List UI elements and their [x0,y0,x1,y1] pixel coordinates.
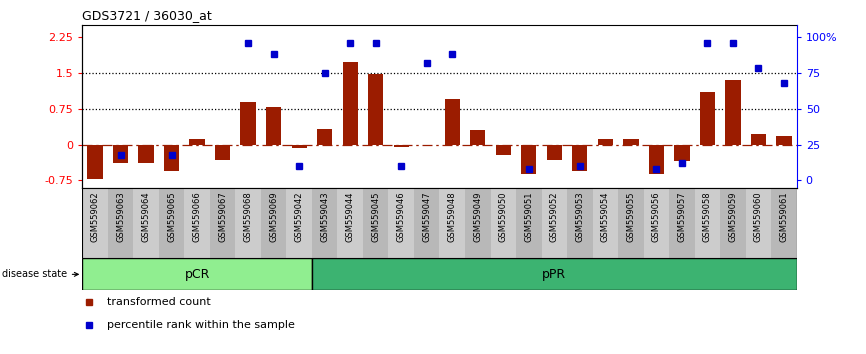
Text: GSM559054: GSM559054 [601,191,610,242]
Text: GSM559061: GSM559061 [779,191,788,242]
Bar [210,188,236,258]
Bar [776,136,792,144]
Bar [669,188,695,258]
Text: GSM559047: GSM559047 [423,191,431,242]
Bar [389,188,414,258]
Bar [266,107,281,144]
Text: GSM559044: GSM559044 [346,191,355,242]
Bar [751,134,766,144]
Bar [618,188,643,258]
Bar [363,188,389,258]
Bar [521,144,536,174]
Bar [343,62,358,144]
Bar [82,258,312,290]
Text: percentile rank within the sample: percentile rank within the sample [107,320,295,330]
Bar [190,139,204,144]
Bar [419,144,435,145]
Bar [368,74,384,144]
Text: GSM559042: GSM559042 [294,191,304,242]
Bar [444,99,460,144]
Bar [746,188,772,258]
Bar [772,188,797,258]
Bar [139,144,153,163]
Text: GSM559066: GSM559066 [192,191,202,242]
Bar [87,144,103,179]
Bar [158,188,184,258]
Text: GSM559060: GSM559060 [754,191,763,242]
Bar [107,188,133,258]
Bar [82,188,107,258]
Text: GSM559069: GSM559069 [269,191,278,242]
Bar [470,130,486,144]
Text: GSM559055: GSM559055 [626,191,636,242]
Text: disease state: disease state [2,269,78,279]
Bar [721,188,746,258]
Bar [572,144,587,171]
Text: pCR: pCR [184,268,210,281]
Bar [164,144,179,171]
Text: GSM559049: GSM559049 [474,191,482,242]
Bar [649,144,664,174]
Bar [675,144,689,161]
Text: GSM559052: GSM559052 [550,191,559,242]
Bar [184,188,210,258]
Bar [113,144,128,163]
Bar [338,188,363,258]
Bar [490,188,516,258]
Bar [439,188,465,258]
Text: GSM559063: GSM559063 [116,191,125,242]
Text: GSM559051: GSM559051 [524,191,533,242]
Text: GSM559059: GSM559059 [728,191,738,242]
Bar [312,188,338,258]
Bar [393,144,409,147]
Bar [215,144,230,160]
Text: GDS3721 / 36030_at: GDS3721 / 36030_at [82,9,212,22]
Bar [546,144,562,160]
Bar [261,188,287,258]
Bar [465,188,490,258]
Bar [700,92,715,144]
Text: GSM559064: GSM559064 [141,191,151,242]
Bar [598,139,613,144]
Text: GSM559057: GSM559057 [677,191,687,242]
Bar [725,80,740,144]
Bar [241,102,255,144]
Bar [592,188,618,258]
Bar [567,188,592,258]
Bar [624,139,638,144]
Text: GSM559043: GSM559043 [320,191,329,242]
Text: GSM559068: GSM559068 [243,191,253,242]
Bar [414,188,439,258]
Bar [133,188,158,258]
Bar [695,188,721,258]
Bar [495,144,511,155]
Bar [516,188,541,258]
Text: GSM559056: GSM559056 [652,191,661,242]
Bar [643,188,669,258]
Text: GSM559053: GSM559053 [575,191,585,242]
Text: GSM559062: GSM559062 [91,191,100,242]
Bar [236,188,261,258]
Text: GSM559067: GSM559067 [218,191,227,242]
Text: GSM559050: GSM559050 [499,191,507,242]
Bar [541,188,567,258]
Text: GSM559065: GSM559065 [167,191,176,242]
Bar [292,144,307,148]
Text: pPR: pPR [542,268,566,281]
Text: GSM559045: GSM559045 [372,191,380,242]
Text: GSM559048: GSM559048 [448,191,456,242]
Text: GSM559058: GSM559058 [703,191,712,242]
Bar [317,129,333,144]
Bar [312,258,797,290]
Bar [287,188,312,258]
Text: GSM559046: GSM559046 [397,191,405,242]
Text: transformed count: transformed count [107,297,211,307]
